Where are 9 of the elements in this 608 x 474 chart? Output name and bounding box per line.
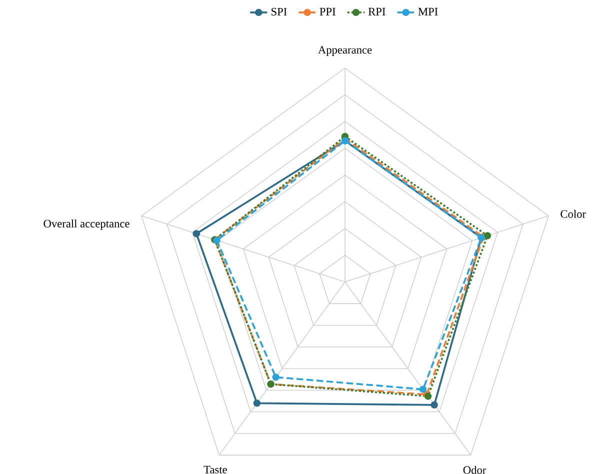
legend-label: SPI — [272, 8, 287, 16]
spoke-label: Taste — [204, 466, 227, 474]
spoke-label: Overall acceptance — [44, 219, 130, 230]
spoke-label: Appearance — [318, 46, 372, 56]
legend-label: MPI — [418, 8, 438, 16]
legend-label: RPI — [368, 8, 386, 16]
spoke-label: Odor — [463, 466, 486, 474]
spoke-label: Color — [560, 210, 586, 218]
legend-label: PPI — [320, 8, 336, 16]
